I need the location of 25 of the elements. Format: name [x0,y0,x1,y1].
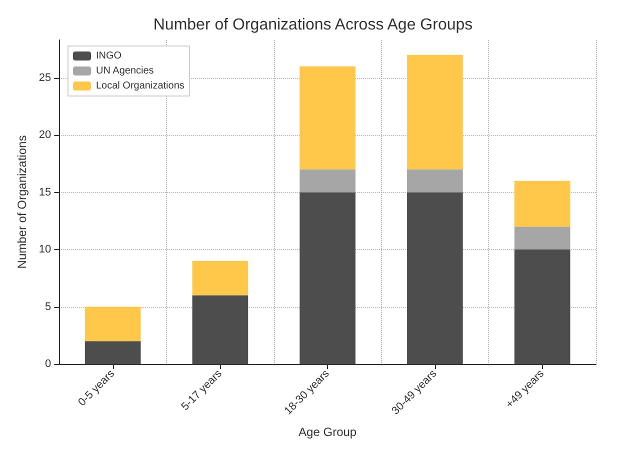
x-axis-title: Age Group [298,425,357,439]
y-axis-title: Number of Organizations [15,135,29,269]
y-tick-label: 0 [45,358,52,370]
bar [514,226,570,250]
bar [407,169,463,192]
legend-label: Local Organizations [96,80,184,92]
bar [514,180,570,227]
bar [407,192,463,364]
bar [192,260,248,296]
y-tick-label: 5 [45,300,52,313]
bar [514,250,570,364]
bar [84,306,141,342]
chart-title: Number of Organizations Across Age Groups [153,16,473,34]
bar [300,169,356,192]
bar [300,66,356,170]
bar [407,54,463,170]
y-tick-label: 15 [38,186,52,198]
bar [300,192,356,364]
legend-label: INGO [96,50,122,62]
bar [192,295,248,364]
y-tick-label: 20 [38,129,52,142]
bar [84,341,141,364]
y-tick-label: 25 [38,72,52,84]
y-tick-label: 10 [38,244,52,256]
legend-label: UN Agencies [96,66,154,76]
